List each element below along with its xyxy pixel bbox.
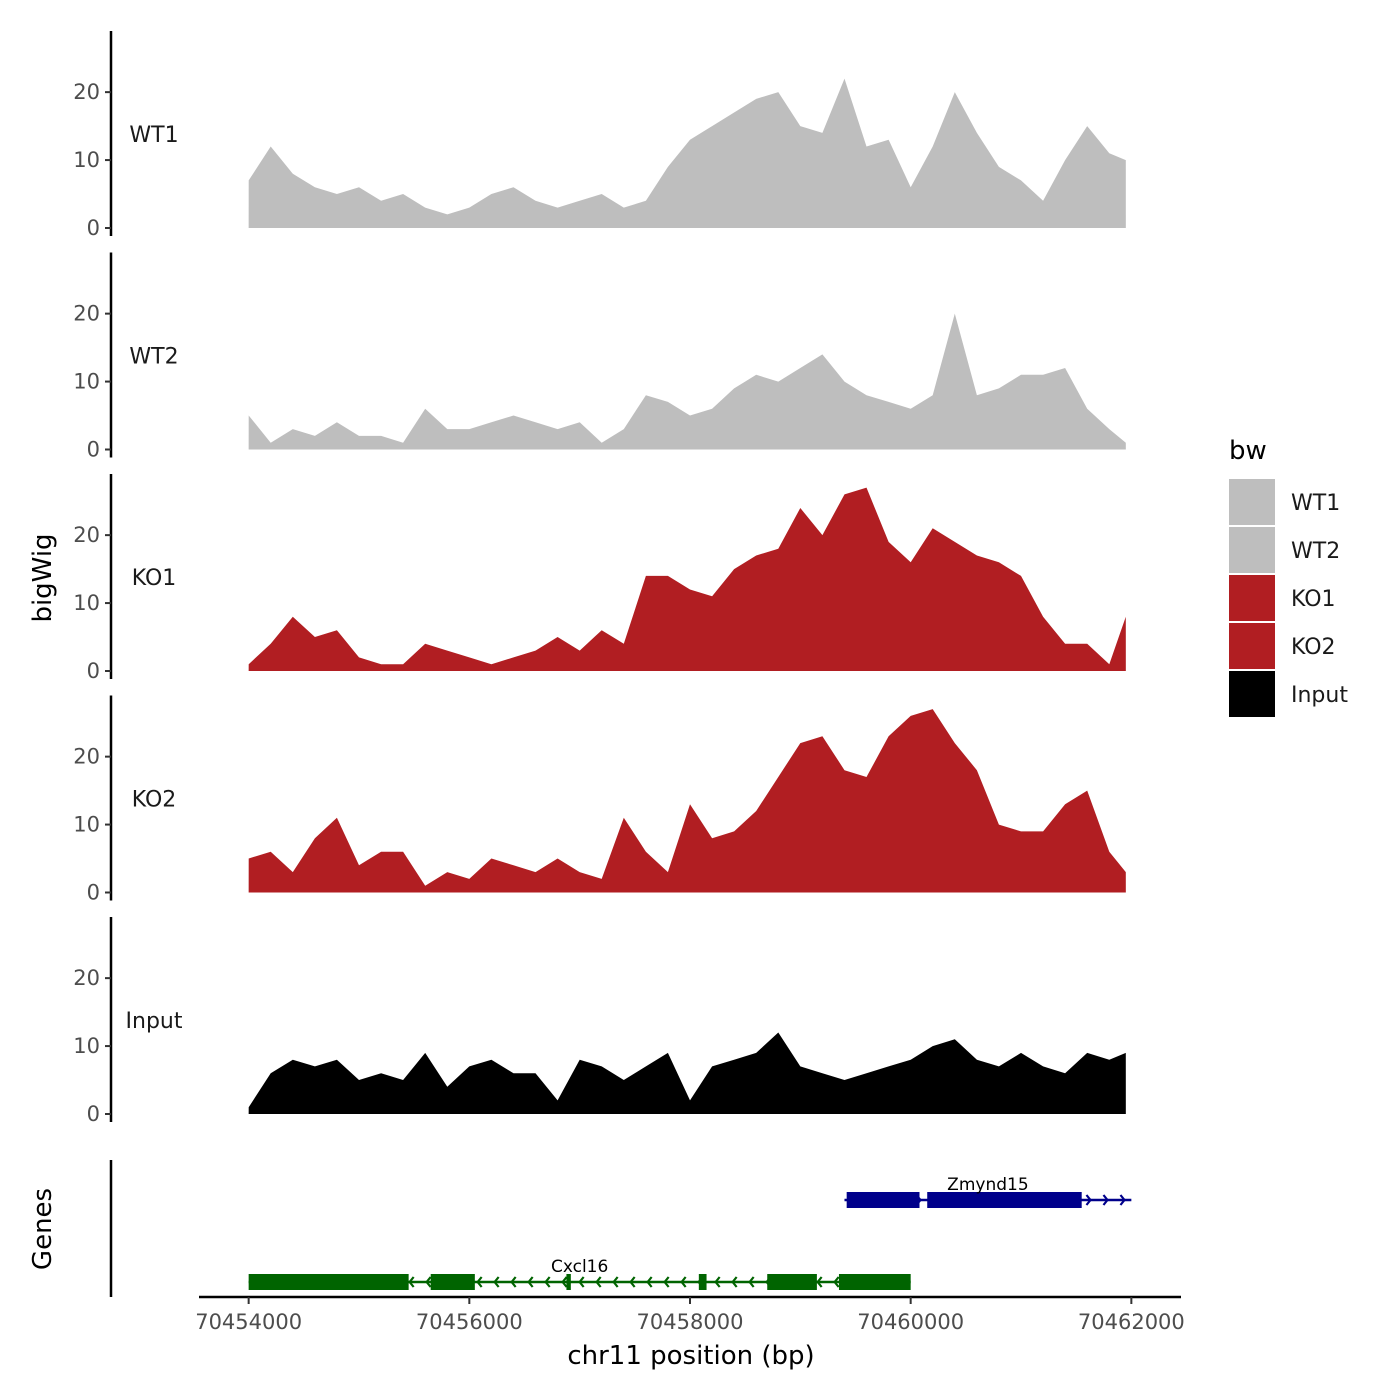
track-ko2: 0 10 20 KO2	[73, 695, 1126, 905]
area-input	[248, 1032, 1126, 1114]
legend-label: KO1	[1291, 587, 1336, 612]
legend-label: WT2	[1291, 539, 1340, 564]
x-axis: 70454000 70456000 70458000 70460000 70462000	[195, 1295, 1185, 1334]
x-tick-label: 70460000	[857, 1310, 964, 1334]
gene-annotation-panel: Zmynd15 Cxcl16	[109, 1160, 1132, 1297]
area-wt2	[248, 313, 1126, 450]
legend-swatch	[1229, 527, 1275, 573]
strand-arrow	[1119, 1194, 1126, 1206]
legend-item-input: Input	[1229, 671, 1348, 717]
genes-axis-title: Genes	[28, 1188, 58, 1270]
legend-item-wt1: WT1	[1229, 479, 1340, 525]
strand-arrow	[731, 1276, 738, 1288]
y-tick-label: 20	[73, 80, 100, 104]
strand-arrow	[833, 1276, 840, 1288]
x-tick-label: 70456000	[416, 1310, 523, 1334]
gene-exon	[430, 1274, 475, 1290]
y-tick-label: 10	[73, 813, 100, 837]
strand-arrow	[816, 1276, 823, 1288]
gene-exon	[927, 1192, 1082, 1208]
track-label: KO1	[132, 566, 177, 591]
y-tick-label: 20	[73, 745, 100, 769]
gene-exon	[838, 1274, 911, 1290]
x-axis-title: chr11 position (bp)	[567, 1341, 814, 1371]
legend-item-ko2: KO2	[1229, 623, 1336, 669]
y-tick-label: 10	[73, 148, 100, 172]
strand-arrow	[612, 1276, 619, 1288]
y-tick-label: 20	[73, 523, 100, 547]
legend-swatch	[1229, 479, 1275, 525]
x-tick-label: 70454000	[195, 1310, 302, 1334]
strand-arrow	[476, 1276, 483, 1288]
legend: bw WT1 WT2 KO1 KO2 Input	[1229, 436, 1348, 717]
strand-arrow	[493, 1276, 500, 1288]
legend-entries: WT1 WT2 KO1 KO2 Input	[1229, 479, 1348, 717]
y-tick-label: 0	[87, 659, 100, 683]
legend-swatch	[1229, 623, 1275, 669]
legend-swatch	[1229, 671, 1275, 717]
strand-arrow	[646, 1276, 653, 1288]
strand-arrow	[1085, 1194, 1092, 1206]
legend-label: Input	[1291, 683, 1348, 708]
area-ko2	[248, 709, 1126, 893]
legend-title: bw	[1229, 436, 1267, 466]
strand-arrow	[680, 1276, 687, 1288]
gene-cxcl16: Cxcl16	[248, 1257, 911, 1290]
x-tick-label: 70458000	[637, 1310, 744, 1334]
strand-arrow	[1102, 1194, 1109, 1206]
track-label: WT1	[129, 123, 178, 148]
legend-item-wt2: WT2	[1229, 527, 1340, 573]
gene-exon	[767, 1274, 817, 1290]
strand-arrow	[629, 1276, 636, 1288]
y-tick-label: 10	[73, 370, 100, 394]
strand-arrow	[544, 1276, 551, 1288]
y-tick-label: 10	[73, 591, 100, 615]
strand-arrow	[595, 1276, 602, 1288]
area-wt1	[248, 78, 1126, 228]
strand-arrow	[510, 1276, 517, 1288]
legend-swatch	[1229, 575, 1275, 621]
y-tick-label: 0	[87, 881, 100, 905]
track-label: KO2	[132, 788, 177, 813]
strand-arrow	[425, 1276, 432, 1288]
gene-exon	[846, 1192, 920, 1208]
gene-name-label: Zmynd15	[947, 1175, 1028, 1195]
y-tick-label: 10	[73, 1034, 100, 1058]
strand-arrow	[714, 1276, 721, 1288]
y-tick-label: 0	[87, 438, 100, 462]
track-label: Input	[126, 1009, 183, 1034]
track-wt2: 0 10 20 WT2	[73, 252, 1126, 462]
track-label: WT2	[129, 345, 178, 370]
y-axis-title: bigWig	[28, 533, 58, 622]
legend-label: KO2	[1291, 635, 1336, 660]
y-tick-label: 0	[87, 1102, 100, 1126]
area-ko1	[248, 487, 1126, 671]
x-tick-label: 70462000	[1078, 1310, 1185, 1334]
strand-arrow	[408, 1276, 415, 1288]
y-tick-label: 0	[87, 216, 100, 240]
gene-exon	[248, 1274, 409, 1290]
strand-arrow	[561, 1276, 568, 1288]
gene-name-label: Cxcl16	[551, 1257, 608, 1277]
legend-item-ko1: KO1	[1229, 575, 1336, 621]
gene-exon	[566, 1274, 571, 1290]
strand-arrow	[527, 1276, 534, 1288]
track-input: 0 10 20 Input	[73, 917, 1126, 1126]
strand-arrow	[578, 1276, 585, 1288]
signal-track-panels: 0 10 20 WT1 0 10 20 WT2 0 10 20 KO1 0 10 20 KO2 0 10 20 Inp…	[73, 31, 1126, 1126]
gene-exon	[698, 1274, 707, 1290]
track-wt1: 0 10 20 WT1	[73, 31, 1126, 240]
strand-arrow	[663, 1276, 670, 1288]
strand-arrow	[748, 1276, 755, 1288]
track-ko1: 0 10 20 KO1	[73, 474, 1126, 683]
y-tick-label: 20	[73, 966, 100, 990]
y-tick-label: 20	[73, 302, 100, 326]
legend-label: WT1	[1291, 491, 1340, 516]
gene-zmynd15: Zmynd15	[844, 1175, 1132, 1208]
